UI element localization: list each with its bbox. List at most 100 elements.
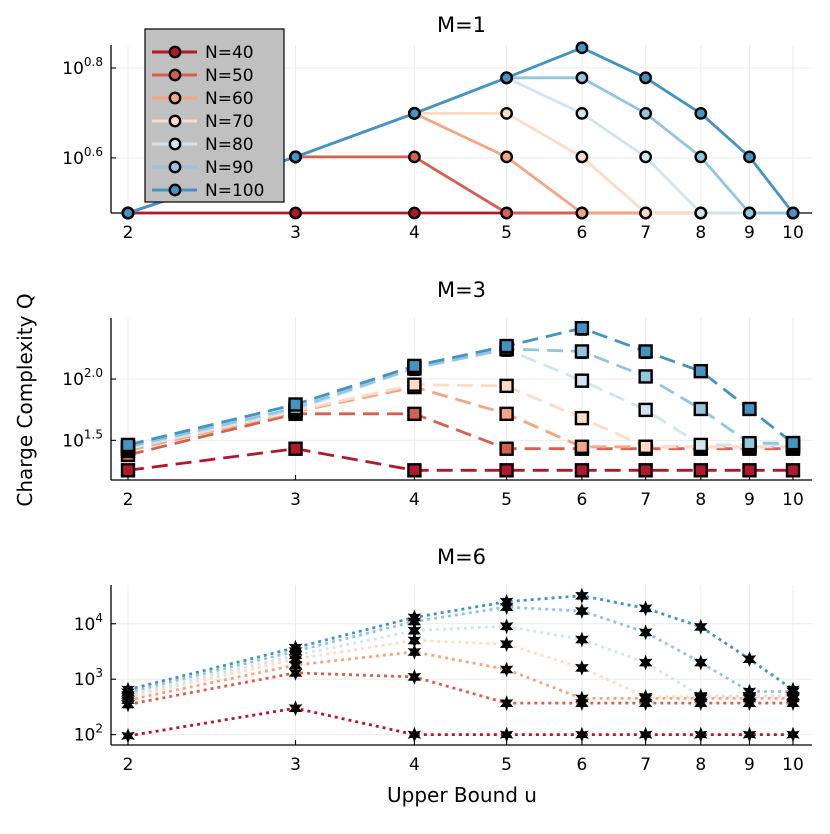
series-line-n-60 bbox=[127, 650, 793, 702]
data-point bbox=[288, 397, 303, 412]
data-point bbox=[742, 726, 757, 743]
y-tick-label: 102.0 bbox=[62, 366, 103, 390]
data-point bbox=[407, 669, 422, 685]
data-point bbox=[638, 600, 653, 617]
data-point bbox=[785, 435, 801, 451]
data-point bbox=[638, 689, 653, 705]
shared-x-axis-label: Upper Bound u bbox=[387, 783, 537, 807]
series-line-n-50 bbox=[127, 671, 793, 706]
x-tick-label: 5 bbox=[501, 755, 512, 775]
series-line-n-70 bbox=[127, 383, 793, 451]
data-point bbox=[694, 150, 708, 164]
data-point bbox=[575, 631, 589, 648]
panel-title: M=6 bbox=[437, 545, 486, 569]
data-point bbox=[574, 373, 590, 388]
legend-label: N=40 bbox=[205, 43, 254, 63]
data-point bbox=[638, 369, 653, 384]
data-point bbox=[638, 463, 653, 478]
data-point bbox=[638, 726, 653, 743]
x-tick-label: 10 bbox=[782, 490, 804, 510]
x-tick-label: 8 bbox=[695, 755, 706, 775]
legend-marker bbox=[168, 160, 182, 174]
data-point bbox=[574, 439, 590, 454]
x-tick-label: 3 bbox=[290, 490, 301, 510]
x-tick-label: 9 bbox=[744, 490, 755, 510]
data-point bbox=[407, 150, 421, 164]
legend-marker bbox=[168, 45, 182, 59]
data-point bbox=[499, 406, 514, 422]
legend-marker bbox=[168, 137, 182, 151]
data-point bbox=[500, 106, 514, 120]
x-tick-label: 4 bbox=[409, 223, 420, 243]
data-point bbox=[288, 665, 303, 681]
series-line-n-40 bbox=[127, 706, 793, 738]
legend-label: N=60 bbox=[205, 89, 254, 109]
data-point bbox=[693, 363, 708, 379]
data-point bbox=[694, 654, 708, 671]
data-point bbox=[121, 681, 135, 698]
legend-marker bbox=[168, 114, 182, 128]
data-point bbox=[407, 622, 422, 639]
panel-title: M=3 bbox=[437, 278, 486, 302]
shared-y-axis-label: Charge Complexity Q bbox=[13, 293, 37, 506]
data-point bbox=[638, 654, 653, 671]
legend-label: N=100 bbox=[205, 181, 264, 201]
data-point bbox=[575, 726, 589, 743]
data-point bbox=[407, 609, 422, 626]
data-point bbox=[288, 700, 303, 717]
data-point bbox=[742, 683, 757, 700]
data-point bbox=[693, 463, 708, 478]
data-point bbox=[639, 150, 653, 164]
y-tick-label: 101.5 bbox=[62, 427, 103, 451]
data-point bbox=[693, 437, 708, 453]
legend-label: N=50 bbox=[205, 66, 254, 86]
data-point bbox=[743, 150, 756, 164]
data-point bbox=[575, 690, 589, 707]
panel-m-6: M=6 2 3 4 5 6 7 8 9 10 102 103 104 bbox=[74, 545, 812, 775]
data-point bbox=[575, 150, 589, 164]
series-line-n-40 bbox=[127, 447, 793, 472]
data-point bbox=[575, 71, 589, 85]
data-point bbox=[499, 593, 514, 610]
x-tick-label: 4 bbox=[409, 490, 420, 510]
y-tick-label: 104 bbox=[74, 611, 103, 635]
data-point bbox=[575, 660, 589, 676]
panel-m-1: M=1 2 3 4 5 6 7 8 9 10 100.6 100.8 N=40 N=50 N=60 N=70 N… bbox=[62, 13, 812, 243]
x-tick-label: 7 bbox=[640, 755, 651, 775]
data-point bbox=[694, 206, 708, 220]
x-tick-label: 9 bbox=[744, 755, 755, 775]
data-point bbox=[575, 106, 589, 120]
data-point bbox=[407, 206, 421, 220]
x-tick-label: 7 bbox=[640, 490, 651, 510]
x-tick-label: 8 bbox=[695, 490, 706, 510]
data-point bbox=[407, 106, 421, 120]
data-point bbox=[575, 206, 589, 220]
data-point bbox=[786, 681, 800, 698]
data-point bbox=[499, 661, 514, 678]
data-point bbox=[120, 463, 136, 478]
series-line-n-70 bbox=[127, 639, 793, 699]
x-tick-label: 8 bbox=[695, 223, 706, 243]
data-point bbox=[499, 618, 514, 635]
data-point bbox=[407, 632, 422, 649]
data-point bbox=[407, 726, 422, 743]
data-point bbox=[500, 206, 514, 220]
data-point bbox=[638, 624, 653, 641]
data-point bbox=[407, 358, 422, 374]
x-tick-label: 2 bbox=[123, 490, 134, 510]
x-tick-label: 3 bbox=[290, 755, 301, 775]
data-point bbox=[288, 639, 303, 656]
data-point bbox=[742, 435, 757, 451]
data-point bbox=[694, 688, 708, 704]
y-tick-label: 100.8 bbox=[62, 55, 103, 79]
data-point bbox=[499, 695, 514, 711]
x-tick-label: 10 bbox=[782, 755, 804, 775]
data-point bbox=[121, 206, 135, 220]
x-tick-label: 9 bbox=[744, 223, 755, 243]
panel-m-3: M=3 2 3 4 5 6 7 8 9 10 101.5 102.0 bbox=[62, 278, 812, 510]
data-point bbox=[694, 106, 708, 120]
data-point bbox=[785, 463, 801, 478]
data-point bbox=[638, 402, 653, 418]
